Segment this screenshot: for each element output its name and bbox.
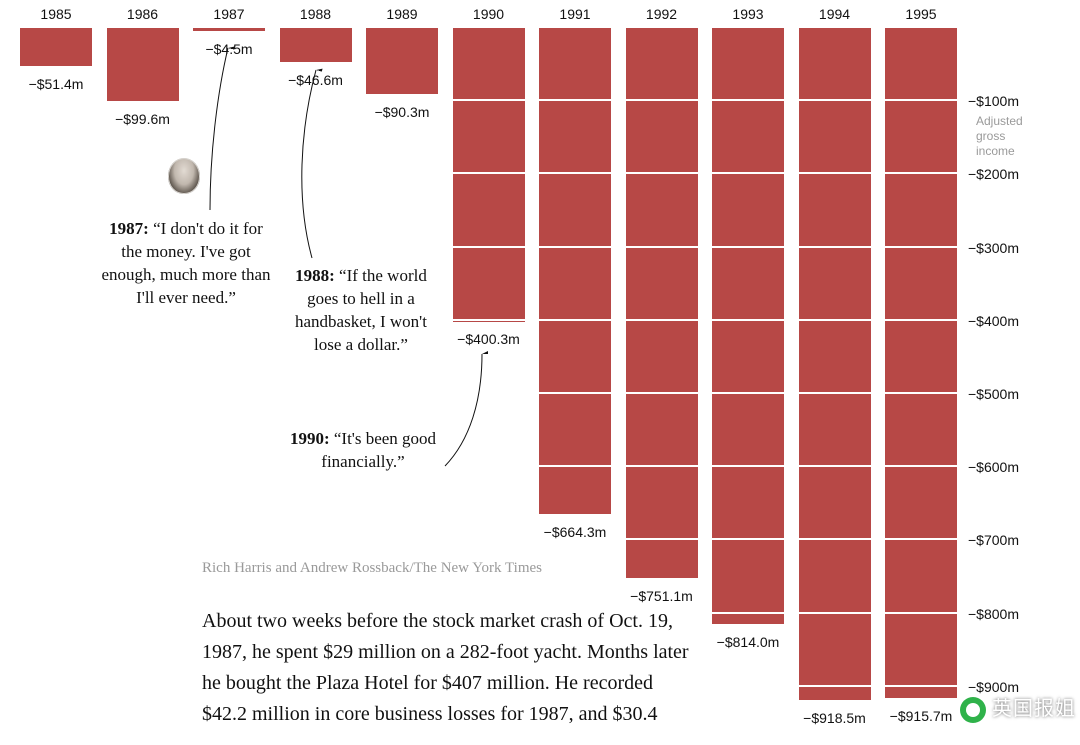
watermark-icon (960, 697, 986, 723)
body-paragraph: About two weeks before the stock market … (202, 606, 702, 730)
chart-root: 1985−$51.4m1986−$99.6m1987−$4.5m1988−$46… (0, 0, 1080, 745)
watermark-text: 英国报姐 (992, 698, 1076, 720)
arrow-1988 (302, 70, 316, 258)
arrow-1987 (210, 48, 228, 210)
credit-line: Rich Harris and Andrew Rossback/The New … (202, 560, 542, 577)
watermark: 英国报姐 (960, 692, 1076, 723)
arrow-1990 (445, 354, 482, 466)
